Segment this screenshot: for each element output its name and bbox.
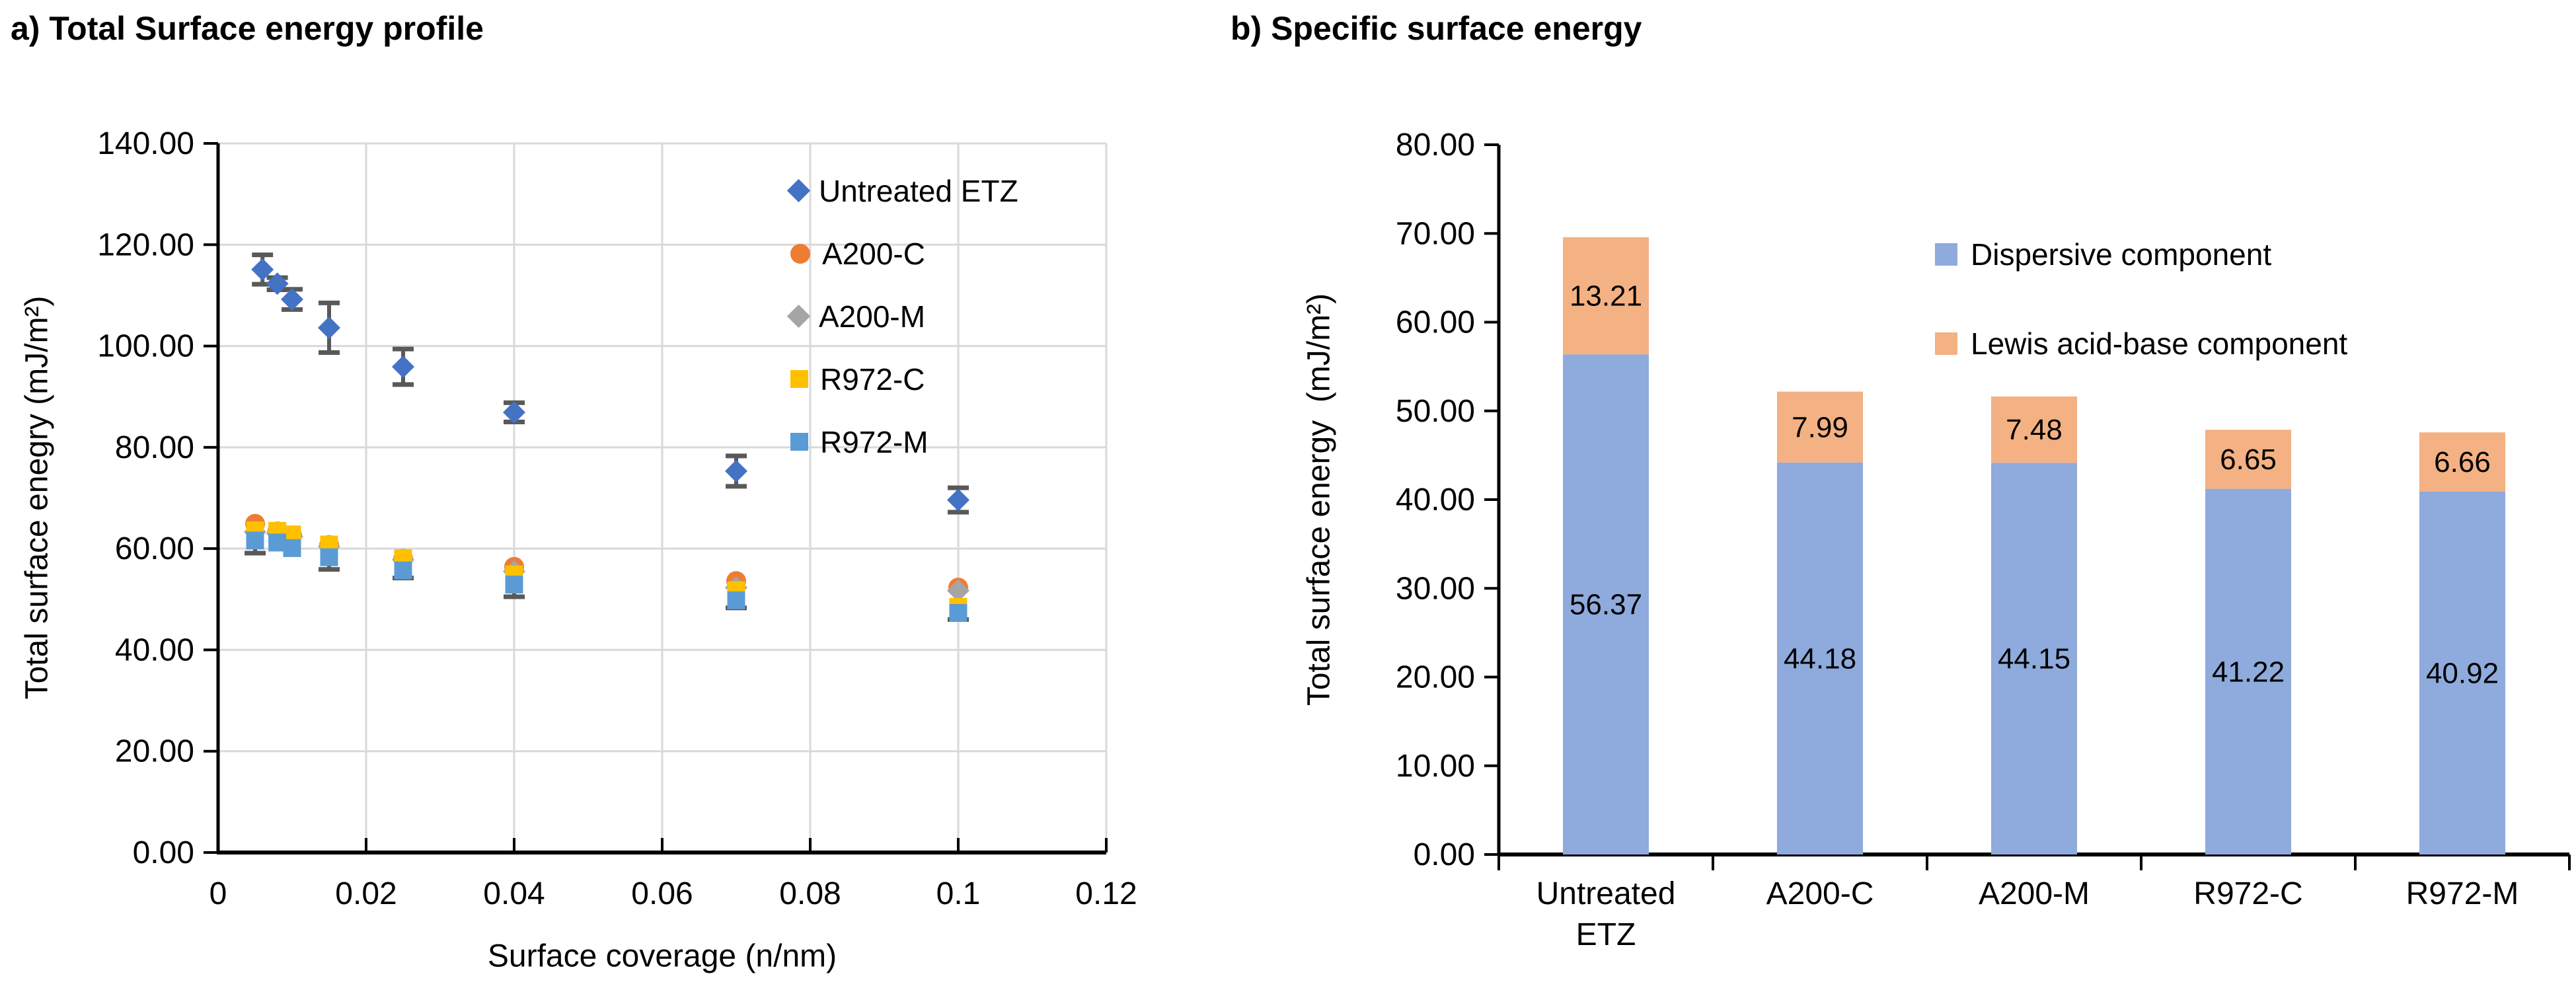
y-axis-tick-label: 30.00 (1396, 571, 1475, 606)
x-axis-tick-label: 0.08 (779, 876, 841, 911)
bar-segment-dispersive (2419, 491, 2505, 854)
data-point-square (727, 591, 745, 609)
bar-segment-lewis-acid-base (1777, 391, 1863, 463)
legend-item-dispersive: Dispersive component (1935, 231, 2347, 278)
data-point-square (283, 539, 301, 557)
y-axis-tick-label: 60.00 (115, 531, 194, 566)
x-axis-category-label: A200-M (1979, 876, 2090, 911)
bar-value-label: 41.22 (2212, 656, 2285, 688)
circle-marker-icon (790, 243, 810, 264)
legend-item-a200-m: A200-M (786, 285, 1018, 348)
y-axis-tick-label: 100.00 (97, 329, 194, 364)
x-axis-tick-label: 0.06 (631, 876, 693, 911)
legend-item-r972-c: R972-C (790, 348, 1018, 410)
legend-item-a200-c: A200-C (790, 222, 1018, 285)
data-point-square (320, 548, 338, 566)
square-marker-icon (790, 433, 808, 451)
x-axis-category-label: ETZ (1576, 917, 1636, 952)
bar-segment-lewis-acid-base (1991, 396, 2077, 463)
y-axis-tick-label: 70.00 (1396, 216, 1475, 251)
panel-a-y-axis-label: Total surface enegry (mJ/m²) (19, 295, 55, 700)
y-axis-tick-label: 20.00 (1396, 660, 1475, 695)
bar-value-label: 44.18 (1784, 642, 1856, 675)
data-point-square (505, 576, 523, 594)
y-axis-tick-label: 120.00 (97, 227, 194, 262)
panel-b-title: b) Specific surface energy (1231, 10, 1642, 47)
data-point-square (949, 603, 967, 622)
data-point-square (246, 531, 264, 550)
data-point-diamond (725, 459, 747, 482)
y-axis-tick-label: 20.00 (115, 734, 194, 769)
x-axis-category-label: Untreated (1536, 876, 1676, 911)
data-point-diamond (281, 288, 303, 311)
data-point-diamond (266, 272, 289, 295)
x-axis-category-label: R972-M (2406, 876, 2519, 911)
square-marker-icon (1935, 332, 1957, 355)
legend-label: R972-C (820, 361, 925, 397)
y-axis-tick-label: 80.00 (115, 430, 194, 465)
bar-value-label: 40.92 (2426, 657, 2499, 689)
panel-a-legend: Untreated ETZ A200-C A200-M R972-C R972-… (786, 159, 1018, 473)
bar-segment-dispersive (1563, 354, 1649, 854)
panel-a-x-axis-label: Surface coverage (n/nm) (487, 938, 837, 974)
y-axis-tick-label: 40.00 (115, 632, 194, 667)
data-point-diamond (251, 258, 274, 281)
legend-label: Dispersive component (1971, 237, 2272, 272)
panel-a-title: a) Total Surface energy profile (11, 10, 484, 47)
diamond-marker-icon (786, 178, 811, 203)
square-marker-icon (1935, 243, 1957, 266)
bar-segment-dispersive (1777, 462, 1863, 854)
bar-value-label: 7.48 (2006, 414, 2063, 446)
x-axis-category-label: A200-C (1766, 876, 1874, 911)
bar-segment-lewis-acid-base (2419, 432, 2505, 492)
y-axis-tick-label: 50.00 (1396, 394, 1475, 429)
legend-label: A200-C (822, 236, 925, 271)
y-axis-tick-label: 0.00 (1414, 837, 1475, 872)
data-point-square (394, 561, 412, 580)
bar-value-label: 7.99 (1792, 411, 1848, 443)
data-point-diamond (947, 488, 969, 512)
legend-item-lewis-acid-base: Lewis acid-base component (1935, 321, 2347, 367)
bar-segment-dispersive (1991, 463, 2077, 854)
legend-label: Lewis acid-base component (1971, 326, 2348, 361)
legend-item-r972-m: R972-M (790, 410, 1018, 473)
data-point-diamond (318, 316, 340, 339)
y-axis-tick-label: 140.00 (97, 126, 194, 161)
y-axis-tick-label: 80.00 (1396, 128, 1475, 163)
bar-value-label: 44.15 (1998, 643, 2070, 675)
bar-value-label: 13.21 (1570, 280, 1642, 313)
bar-segment-dispersive (2205, 488, 2291, 854)
legend-label: R972-M (820, 424, 928, 459)
data-point-diamond (392, 355, 414, 378)
data-point-diamond (947, 579, 969, 602)
bar-value-label: 56.37 (1570, 589, 1642, 621)
x-axis-tick-label: 0.12 (1075, 876, 1137, 911)
diamond-marker-icon (786, 304, 811, 328)
data-point-diamond (503, 400, 525, 424)
bar-segment-lewis-acid-base (1563, 237, 1649, 355)
legend-item-untreated-etz: Untreated ETZ (786, 159, 1018, 222)
panel-b-y-axis-label: Total surface energy (mJ/m²) (1301, 293, 1337, 706)
y-axis-tick-label: 0.00 (133, 835, 194, 870)
legend-label: A200-M (819, 299, 926, 334)
square-marker-icon (790, 370, 808, 388)
bar-segment-lewis-acid-base (2205, 430, 2291, 489)
legend-label: Untreated ETZ (819, 173, 1018, 208)
y-axis-tick-label: 10.00 (1396, 749, 1475, 784)
x-axis-category-label: R972-C (2193, 876, 2302, 911)
y-axis-tick-label: 60.00 (1396, 305, 1475, 340)
bar-value-label: 6.65 (2220, 443, 2277, 476)
bar-value-label: 6.66 (2434, 446, 2491, 478)
y-axis-tick-label: 40.00 (1396, 482, 1475, 517)
x-axis-tick-label: 0.02 (335, 876, 397, 911)
x-axis-tick-label: 0.1 (936, 876, 981, 911)
x-axis-tick-label: 0.04 (483, 876, 545, 911)
panel-b-legend: Dispersive component Lewis acid-base com… (1935, 231, 2347, 367)
x-axis-tick-label: 0 (209, 876, 227, 911)
